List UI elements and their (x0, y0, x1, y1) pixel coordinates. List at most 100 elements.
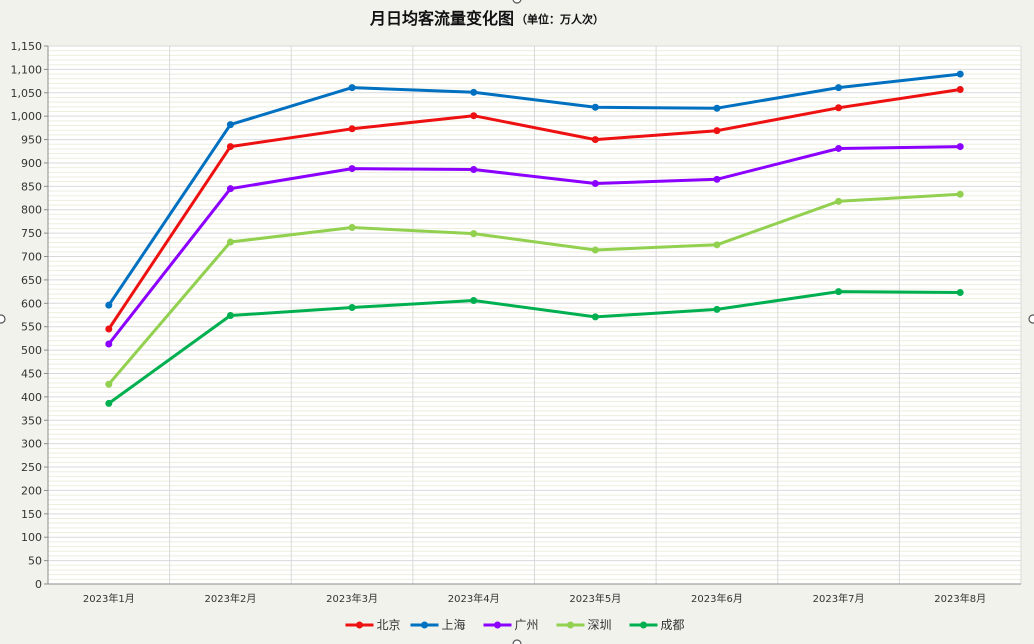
y-tick-label: 300 (21, 438, 42, 451)
data-point[interactable] (226, 238, 234, 246)
resize-handle-right[interactable] (1028, 314, 1034, 324)
chart-title-main: 月日均客流量变化图 (369, 9, 514, 28)
data-point[interactable] (956, 70, 964, 78)
data-point[interactable] (105, 399, 113, 407)
data-point[interactable] (470, 112, 478, 120)
data-point[interactable] (713, 305, 721, 313)
data-point[interactable] (470, 166, 478, 174)
y-tick-label: 1,100 (11, 63, 43, 76)
legend-item[interactable]: 上海 (410, 617, 466, 632)
data-point[interactable] (470, 88, 478, 96)
data-point[interactable] (835, 288, 843, 296)
y-tick-label: 850 (21, 180, 42, 193)
axes: 0 50 100 150 200 250 300 350 400 450 500 550 600 650 7… (11, 40, 1021, 605)
y-tick-label: 350 (21, 414, 42, 427)
legend-label: 成都 (661, 618, 685, 632)
legend-label: 上海 (442, 617, 466, 632)
y-tick-label: 1,050 (11, 87, 43, 100)
resize-handle-left[interactable] (0, 314, 6, 324)
y-tick-label: 600 (21, 297, 42, 310)
series (105, 86, 964, 333)
data-point[interactable] (956, 190, 964, 198)
series (105, 288, 964, 407)
data-point[interactable] (713, 241, 721, 249)
y-tick-label: 550 (21, 321, 42, 334)
x-tick-label: 2023年4月 (448, 592, 500, 605)
series-line (107, 145, 962, 346)
data-point[interactable] (105, 301, 113, 309)
legend-item[interactable]: 成都 (629, 618, 685, 632)
x-tick-label: 2023年6月 (691, 592, 743, 605)
series-line (107, 290, 962, 405)
y-tick-label: 950 (21, 134, 42, 147)
series-line (107, 72, 962, 307)
data-point[interactable] (105, 340, 113, 348)
y-tick-label: 700 (21, 251, 42, 264)
data-point[interactable] (470, 230, 478, 238)
y-tick-label: 900 (21, 157, 42, 170)
data-point[interactable] (348, 125, 356, 133)
data-point[interactable] (835, 104, 843, 112)
data-point[interactable] (226, 121, 234, 129)
y-tick-label: 800 (21, 204, 42, 217)
y-tick-label: 750 (21, 227, 42, 240)
data-point[interactable] (226, 311, 234, 319)
data-point[interactable] (591, 313, 599, 321)
y-tick-label: 50 (28, 555, 42, 568)
data-point[interactable] (348, 84, 356, 92)
y-tick-label: 100 (21, 531, 42, 544)
series (105, 143, 964, 348)
data-point[interactable] (226, 185, 234, 193)
legend-swatch-marker (567, 621, 574, 629)
y-tick-label: 200 (21, 484, 42, 497)
data-point[interactable] (713, 175, 721, 183)
x-tick-label: 2023年8月 (934, 592, 986, 605)
series-group (105, 70, 964, 407)
y-tick-label: 400 (21, 391, 42, 404)
data-point[interactable] (348, 304, 356, 312)
x-tick-label: 2023年5月 (569, 592, 621, 605)
series-line (107, 88, 962, 331)
data-point[interactable] (348, 224, 356, 232)
series-line (107, 192, 962, 386)
y-tick-label: 1,150 (11, 40, 43, 53)
legend-swatch-marker (421, 621, 428, 629)
legend-item[interactable]: 北京 (345, 618, 401, 632)
data-point[interactable] (956, 289, 964, 297)
y-tick-label: 650 (21, 274, 42, 287)
data-point[interactable] (226, 143, 234, 151)
y-tick-label: 1,000 (11, 110, 43, 123)
data-point[interactable] (591, 180, 599, 188)
data-point[interactable] (105, 380, 113, 388)
data-point[interactable] (591, 246, 599, 254)
data-point[interactable] (713, 104, 721, 112)
legend-label: 北京 (377, 618, 401, 632)
legend: 北京 上海 广州 深圳 成都 (345, 617, 685, 632)
chart-title: 月日均客流量变化图 （单位：万人次） (369, 9, 604, 28)
y-tick-label: 150 (21, 508, 42, 521)
data-point[interactable] (956, 143, 964, 151)
y-tick-label: 500 (21, 344, 42, 357)
x-tick-label: 2023年7月 (813, 592, 865, 605)
legend-item[interactable]: 广州 (483, 618, 539, 632)
data-point[interactable] (835, 144, 843, 152)
data-point[interactable] (591, 136, 599, 144)
legend-label: 深圳 (588, 618, 612, 632)
series (105, 190, 964, 388)
data-point[interactable] (470, 296, 478, 304)
y-tick-label: 450 (21, 367, 42, 380)
legend-item[interactable]: 深圳 (556, 618, 612, 632)
resize-handle-bottom[interactable] (512, 639, 522, 644)
x-tick-label: 2023年1月 (83, 592, 135, 605)
data-point[interactable] (835, 84, 843, 92)
data-point[interactable] (105, 325, 113, 333)
data-point[interactable] (713, 127, 721, 135)
x-tick-label: 2023年3月 (326, 592, 378, 605)
resize-handle-top[interactable] (512, 0, 522, 4)
data-point[interactable] (956, 86, 964, 94)
data-point[interactable] (835, 197, 843, 205)
data-point[interactable] (591, 103, 599, 111)
data-point[interactable] (348, 165, 356, 173)
